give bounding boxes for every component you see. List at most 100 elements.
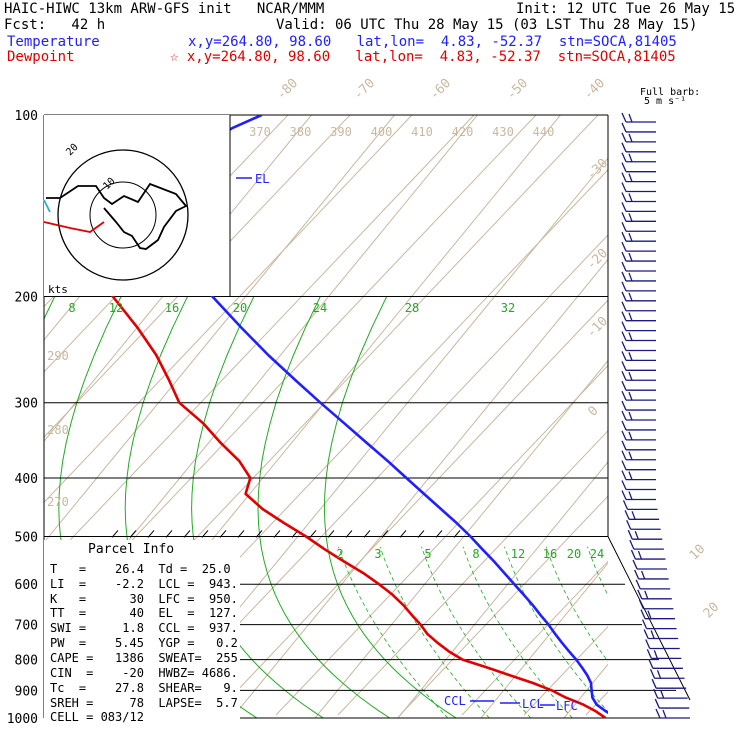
hatch-mark (363, 530, 371, 538)
wind-barb-flag (643, 629, 649, 639)
mixing-ratio-label: 5 (424, 547, 431, 561)
hatch-mark (219, 530, 227, 538)
hodograph-units-label: kts (48, 283, 68, 296)
wind-barb (621, 162, 656, 173)
hodograph-ring-10 (89, 181, 157, 249)
parcel-row-sreh: SREH = 78 LAPSE= 5.7 (50, 696, 238, 710)
wind-barb (634, 569, 669, 580)
valid-time: Valid: 06 UTC Thu 28 May 15 (03 LST Thu … (276, 17, 698, 33)
wind-barb-flag (656, 670, 662, 679)
lfc-label: LFC (556, 699, 578, 713)
hatch-mark (399, 530, 407, 538)
dry-adiabat-line (151, 234, 608, 716)
wind-barb-flag (621, 281, 627, 292)
dewpoint-legend-info: ☆ x,y=264.80, 98.60 lat,lon= 4.83, -52.3… (170, 49, 676, 65)
pressure-tick-label: 700 (15, 619, 38, 634)
ccl-label: CCL (444, 694, 466, 708)
wind-barb-flag (621, 490, 627, 500)
pressure-tick-label: 1000 (7, 712, 38, 727)
wind-barb (643, 629, 679, 640)
isotherm-line (730, 115, 740, 718)
wind-barb-flag (628, 431, 633, 441)
wind-barb (621, 410, 656, 421)
isotherm-label: -70 (351, 76, 378, 103)
wind-barb-flag (621, 162, 627, 172)
wind-barb-flag (621, 480, 627, 490)
wind-barb (621, 231, 656, 242)
wind-barb (621, 241, 656, 252)
dry-adiabat-line (44, 115, 351, 438)
parcel-row-k: K = 30 LFC = 950. (50, 592, 238, 606)
wind-barb (621, 291, 656, 302)
wind-barb (649, 669, 685, 679)
dry-adiabat-line (648, 115, 740, 715)
wind-barb (621, 172, 656, 183)
hatch-mark (345, 530, 353, 538)
isotherm-line (314, 359, 608, 718)
hatch-mark (129, 530, 137, 538)
init-time: Init: 12 UTC Tue 26 May 15 (516, 1, 736, 17)
wind-barb-flag (637, 589, 643, 600)
forecast-hour: Fcst: 42 h (4, 17, 106, 33)
wind-barb (621, 132, 656, 143)
wind-barb (635, 579, 671, 590)
wind-barb-flag (628, 391, 633, 401)
hatch-mark (381, 530, 389, 538)
wind-barb (637, 589, 672, 600)
wind-barb (621, 460, 656, 471)
parcel-row-cell: CELL = 083/12 (50, 710, 144, 724)
wind-barb-flag (621, 361, 627, 371)
wind-barb-flag (628, 451, 633, 460)
wind-barb (626, 520, 661, 530)
theta-label: 370 (249, 125, 271, 139)
wind-barb-flag (638, 599, 644, 609)
mixing-ratio-label: 16 (543, 547, 557, 561)
wind-barb-flag (621, 271, 627, 282)
wind-barb-flag (662, 709, 667, 719)
wind-barb (621, 321, 656, 332)
lcl-label: LCL (522, 697, 544, 711)
wind-barb-flag (632, 559, 638, 570)
isotherm-label: -80 (274, 76, 301, 103)
hatch-mark (237, 530, 245, 538)
wind-barb-flag (628, 153, 633, 162)
isotherm-line (480, 562, 608, 718)
wind-barb (621, 142, 656, 153)
theta-label: 440 (533, 125, 555, 139)
dewpoint-legend-label: Dewpoint (7, 49, 75, 65)
wind-barb (621, 420, 656, 431)
wind-barb-flag (621, 122, 627, 133)
pressure-tick-label: 100 (15, 109, 38, 124)
wind-barb (621, 212, 656, 222)
wind-barb (629, 539, 664, 550)
wind-barb-flag (653, 650, 658, 659)
parcel-row-cin: CIN = -20 HWBZ= 4686. (50, 666, 238, 680)
wind-barb-flag (626, 520, 632, 530)
wind-barb (621, 331, 656, 342)
mixing-ratio-label: 3 (374, 547, 381, 561)
wind-barb-flag (621, 400, 627, 411)
wind-barb-flag (621, 152, 627, 162)
isotherm-label: -50 (504, 76, 531, 103)
parcel-row-cape: CAPE = 1386 SWEAT= 255 (50, 651, 238, 665)
theta-label: 290 (47, 349, 69, 363)
wind-barb-flag (646, 649, 652, 659)
barb-legend-units: 5 m s⁻¹ (644, 96, 686, 107)
parcel-row-swi: SWI = 1.8 CCL = 937. (50, 621, 238, 635)
chart-title: HAIC-HIWC 13km ARW-GFS init NCAR/MMM (4, 1, 325, 17)
wind-barb-flag (628, 491, 633, 500)
hatch-mark (147, 530, 155, 538)
isotherm-label: -40 (581, 76, 608, 103)
wind-barb (621, 281, 656, 292)
wind-barb (621, 490, 656, 501)
hatch-mark (201, 530, 209, 538)
isotherm-label: -60 (427, 76, 454, 103)
wind-barb-flag (645, 639, 651, 649)
wind-barb-flag (648, 659, 654, 669)
wind-barb-flag (621, 241, 627, 252)
wind-barb-flag (653, 688, 659, 699)
wind-barb-flag (621, 231, 627, 242)
wind-barb (621, 450, 656, 461)
wind-barb-flag (627, 529, 633, 540)
